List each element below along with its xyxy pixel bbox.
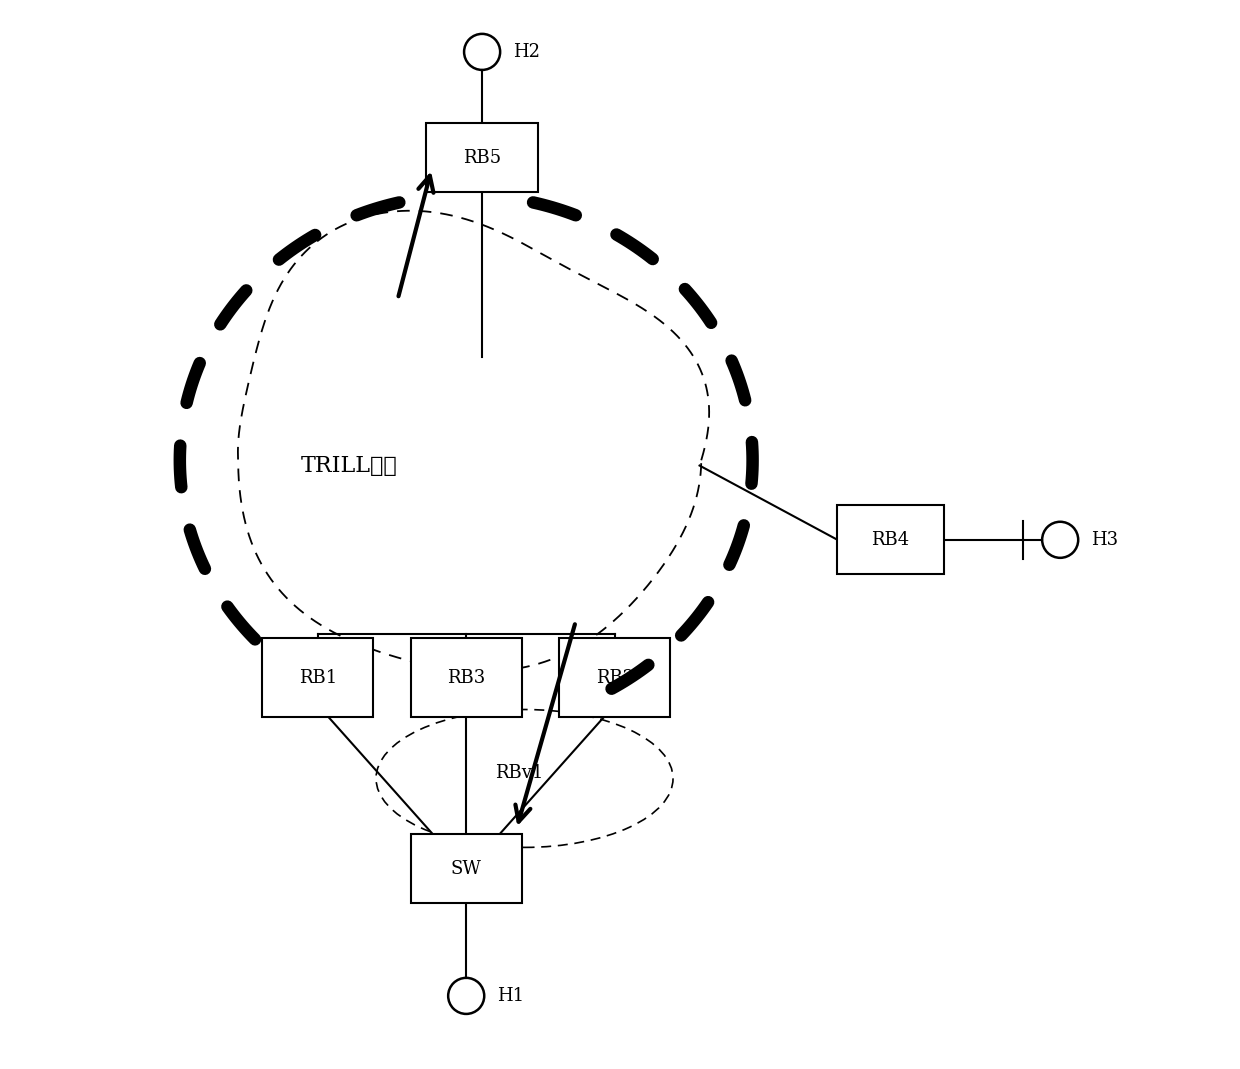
Text: RB5: RB5 [463, 149, 501, 167]
Bar [427, 124, 538, 192]
Text: RB2: RB2 [595, 669, 634, 686]
Text: RB4: RB4 [872, 531, 909, 548]
Bar [410, 834, 522, 903]
Text: RB3: RB3 [448, 669, 485, 686]
Text: TRILL网络: TRILL网络 [301, 454, 398, 477]
Text: SW: SW [451, 859, 481, 878]
Bar [837, 506, 944, 574]
Text: H3: H3 [1091, 531, 1118, 548]
Bar [559, 638, 671, 717]
Text: H2: H2 [513, 43, 539, 61]
Text: RBv1: RBv1 [495, 764, 543, 783]
Text: H1: H1 [497, 987, 525, 1005]
Bar [410, 638, 522, 717]
Text: RB1: RB1 [299, 669, 337, 686]
Bar [262, 638, 373, 717]
